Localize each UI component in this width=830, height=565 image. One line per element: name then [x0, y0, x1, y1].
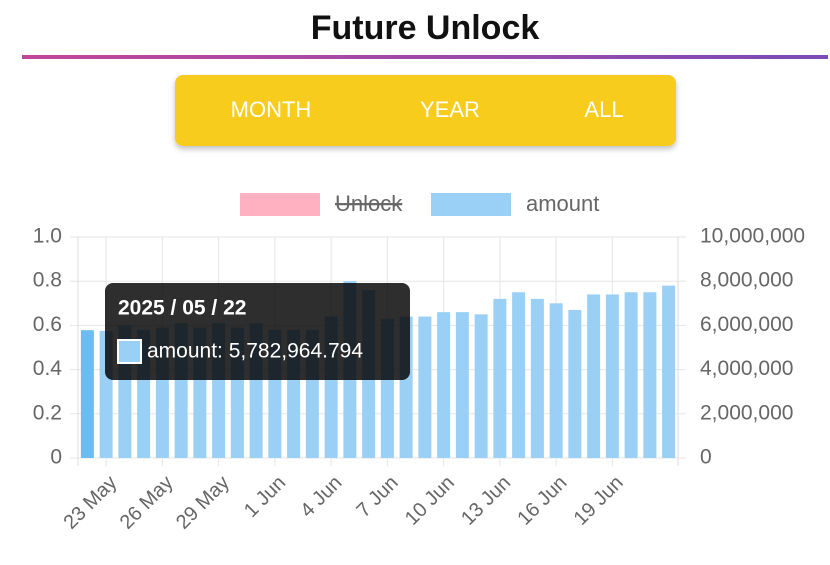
- x-tick-label: 1 Jun: [240, 472, 290, 522]
- y2-tick-label: 10,000,000: [700, 225, 805, 248]
- bar: [80, 330, 94, 458]
- bar: [455, 312, 469, 458]
- y-tick-label: 0.8: [33, 269, 62, 292]
- y-tick-label: 0.6: [33, 313, 62, 336]
- y2-tick-label: 0: [700, 446, 712, 469]
- y2-tick-label: 4,000,000: [700, 357, 793, 380]
- bar: [549, 303, 563, 458]
- tab-all[interactable]: ALL: [584, 97, 623, 122]
- x-tick-label: 10 Jun: [401, 472, 459, 530]
- tooltip-swatch: [117, 339, 142, 364]
- chart: 0 0.2 0.4 0.6 0.8 1.0 0 2,000,000 4,000,000 6,000…: [33, 191, 805, 534]
- y-tick-label: 0.2: [33, 401, 62, 424]
- y-tick-label: 0.4: [33, 357, 63, 380]
- bar: [418, 316, 432, 458]
- page-title: Future Unlock: [311, 9, 540, 47]
- bar: [493, 298, 507, 458]
- x-tick-label: 16 Jun: [513, 472, 571, 530]
- tab-month[interactable]: MONTH: [231, 97, 312, 122]
- bar: [512, 292, 526, 458]
- bar: [624, 292, 638, 458]
- y-tick-label: 0: [50, 446, 62, 469]
- legend-label: Unlock: [335, 191, 403, 216]
- tooltip-box: [105, 283, 410, 380]
- tab-year[interactable]: YEAR: [420, 97, 480, 122]
- x-tick-label: 7 Jun: [352, 472, 402, 522]
- bar: [587, 294, 601, 458]
- tooltip-title: 2025 / 05 / 22: [118, 297, 246, 320]
- tab-bar: [175, 75, 676, 146]
- y-tick-label: 1.0: [33, 225, 62, 248]
- x-tick-label: 26 May: [116, 472, 178, 534]
- bar: [530, 298, 544, 458]
- x-tick-label: 13 Jun: [457, 472, 515, 530]
- x-tick-label: 4 Jun: [296, 472, 346, 522]
- x-tick-label: 19 Jun: [570, 472, 628, 530]
- bar: [568, 309, 582, 458]
- y2-tick-label: 8,000,000: [700, 269, 793, 292]
- x-tick-label: 29 May: [172, 472, 234, 534]
- bar: [662, 285, 676, 458]
- bar: [437, 312, 451, 458]
- y2-tick-label: 6,000,000: [700, 313, 793, 336]
- x-tick-label: 23 May: [59, 472, 121, 534]
- legend-swatch: [240, 193, 320, 216]
- bar: [643, 292, 657, 458]
- title-underline: [22, 55, 828, 59]
- bar: [474, 314, 488, 458]
- y2-tick-label: 2,000,000: [700, 401, 793, 424]
- tooltip-label: amount: 5,782,964.794: [147, 340, 363, 363]
- legend-label: amount: [526, 191, 599, 216]
- legend-swatch: [431, 193, 511, 216]
- bar: [605, 294, 619, 458]
